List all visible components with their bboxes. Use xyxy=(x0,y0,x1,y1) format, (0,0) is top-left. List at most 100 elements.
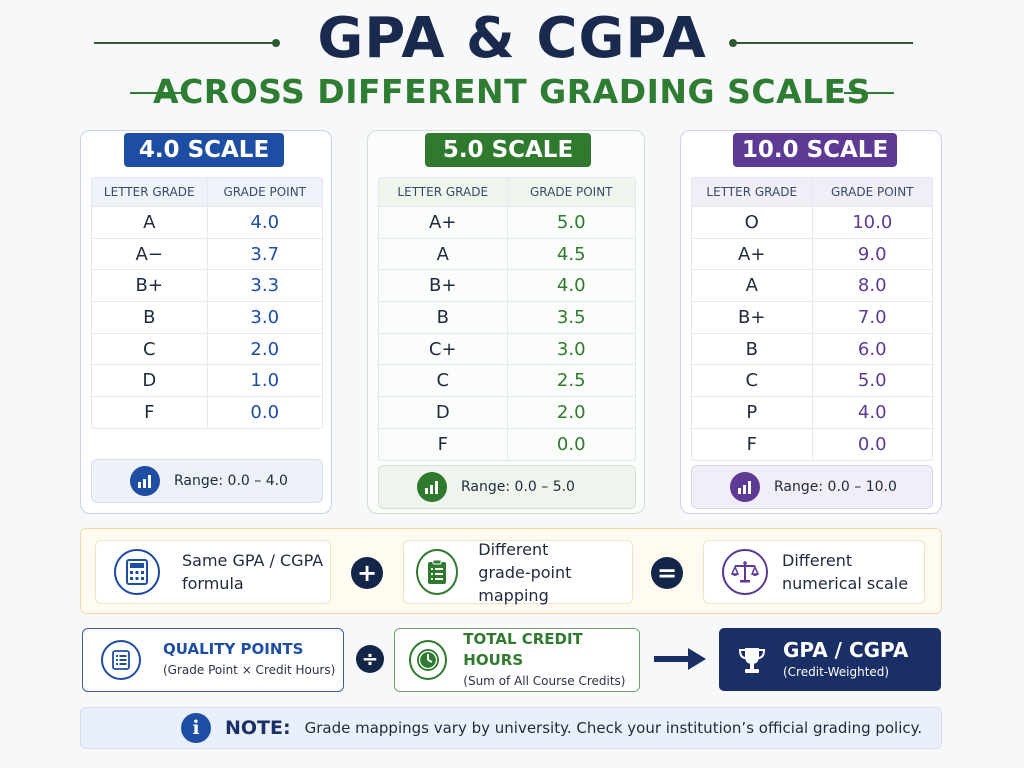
point-cell: 5.0 xyxy=(556,212,586,233)
table-row: F 0.0 xyxy=(692,427,932,460)
clipboard-list-icon xyxy=(416,549,459,595)
calculator-icon xyxy=(114,549,160,595)
table-row: A 4.5 xyxy=(379,237,635,270)
letter-cell: B+ xyxy=(92,270,208,302)
title-left-dot xyxy=(272,39,280,47)
note-label: NOTE: xyxy=(225,717,291,739)
table-row: A+ 5.0 xyxy=(379,206,635,238)
point-cell: 8.0 xyxy=(857,275,887,297)
grade-table: LETTER GRADE GRADE POINT A+ 5.0 A 4.5 B+ 4.… xyxy=(378,177,636,461)
formula-text: Different numerical scale xyxy=(782,551,909,593)
table-row: D 2.0 xyxy=(379,396,635,428)
subtitle-left-line xyxy=(130,92,184,94)
letter-cell: A xyxy=(379,238,508,270)
note-text: Grade mappings vary by university. Check… xyxy=(304,719,923,737)
letter-cell: C xyxy=(379,365,508,397)
table-row: F 0.0 xyxy=(92,396,322,428)
point-cell: 7.0 xyxy=(857,307,887,329)
table-row: A 8.0 xyxy=(692,269,932,302)
formula-text: Different grade-point mapping xyxy=(478,539,572,605)
scale-badge: 10.0 SCALE xyxy=(733,133,897,167)
formula-text: Same GPA / CGPA formula xyxy=(182,551,324,593)
table-row: D 1.0 xyxy=(92,364,322,397)
table-row: A 4.0 xyxy=(92,206,322,238)
trophy-icon xyxy=(737,645,767,675)
page-title: GPA & CGPA xyxy=(317,6,707,71)
plus-operator: + xyxy=(351,557,383,589)
col-point-header: GRADE POINT xyxy=(223,185,307,199)
clock-icon xyxy=(409,640,448,680)
letter-cell: C xyxy=(92,333,208,365)
table-header: LETTER GRADE GRADE POINT xyxy=(379,178,635,206)
point-cell: 1.0 xyxy=(250,370,280,392)
point-cell: 3.0 xyxy=(250,307,280,329)
title-right-dot xyxy=(729,39,737,47)
table-row: F 0.0 xyxy=(379,427,635,460)
letter-cell: C xyxy=(692,365,813,397)
letter-cell: B+ xyxy=(692,302,813,333)
quality-points-text: QUALITY POINTS (Grade Point × Credit Hou… xyxy=(163,640,336,677)
formula-panel: Same GPA / CGPA formula + Different grad… xyxy=(80,528,942,614)
range-text: Range: 0.0 – 5.0 xyxy=(461,479,575,495)
letter-cell: A xyxy=(692,270,813,302)
table-row: C 5.0 xyxy=(692,364,932,397)
total-credit-text: TOTAL CREDIT HOURS (Sum of All Course Cr… xyxy=(463,629,626,688)
table-row: C 2.0 xyxy=(92,332,322,365)
range-text: Range: 0.0 – 4.0 xyxy=(174,473,288,489)
note-banner: i NOTE: Grade mappings vary by universit… xyxy=(80,707,942,749)
divide-operator: ÷ xyxy=(356,645,384,673)
point-cell: 4.5 xyxy=(556,243,586,265)
letter-cell: C+ xyxy=(379,333,508,365)
point-cell: 0.0 xyxy=(250,402,280,424)
point-cell: 2.0 xyxy=(556,402,586,424)
point-cell: 2.5 xyxy=(556,370,586,392)
range-box: Range: 0.0 – 5.0 xyxy=(378,465,636,509)
point-cell: 9.0 xyxy=(857,243,887,265)
scale-card-10: 10.0 SCALE LETTER GRADE GRADE POINT O 10.… xyxy=(680,130,942,514)
scale-card-5: 5.0 SCALE LETTER GRADE GRADE POINT A+ 5.0… xyxy=(367,130,645,514)
point-cell: 3.3 xyxy=(250,275,280,297)
table-row: B 3.5 xyxy=(379,301,635,333)
gpa-result-box: GPA / CGPA (Credit-Weighted) xyxy=(719,628,941,691)
point-cell: 3.0 xyxy=(556,338,586,360)
point-cell: 4.0 xyxy=(250,212,280,233)
table-header: LETTER GRADE GRADE POINT xyxy=(692,178,932,206)
formula-item-mapping: Different grade-point mapping xyxy=(403,539,633,605)
table-row: B+ 7.0 xyxy=(692,301,932,333)
table-row: B 3.0 xyxy=(92,301,322,333)
table-row: B+ 3.3 xyxy=(92,269,322,302)
letter-cell: F xyxy=(92,397,208,428)
col-letter-header: LETTER GRADE xyxy=(379,178,508,206)
point-cell: 10.0 xyxy=(852,212,893,233)
point-cell: 6.0 xyxy=(857,338,887,360)
point-cell: 5.0 xyxy=(857,370,887,392)
point-cell: 3.5 xyxy=(556,307,586,329)
list-document-icon xyxy=(101,640,141,680)
letter-cell: B xyxy=(692,333,813,365)
range-box: Range: 0.0 – 10.0 xyxy=(691,465,933,509)
balance-scale-icon xyxy=(722,549,768,595)
letter-cell: O xyxy=(692,207,813,238)
table-row: C+ 3.0 xyxy=(379,332,635,365)
letter-cell: D xyxy=(92,365,208,397)
point-cell: 4.0 xyxy=(556,275,586,297)
table-row: O 10.0 xyxy=(692,206,932,238)
letter-cell: A+ xyxy=(379,207,508,238)
title-right-line xyxy=(733,42,913,44)
point-cell: 0.0 xyxy=(857,433,887,455)
grade-table: LETTER GRADE GRADE POINT A 4.0 A− 3.7 B+ 3.… xyxy=(91,177,323,429)
subtitle-right-line xyxy=(844,92,894,94)
equals-operator: = xyxy=(651,557,683,589)
quality-points-box: QUALITY POINTS (Grade Point × Credit Hou… xyxy=(82,628,344,692)
letter-cell: F xyxy=(379,428,508,460)
letter-cell: A xyxy=(92,207,208,238)
table-row: A− 3.7 xyxy=(92,237,322,270)
formula-item-same: Same GPA / CGPA formula xyxy=(95,540,331,604)
table-row: C 2.5 xyxy=(379,364,635,397)
info-icon: i xyxy=(181,713,211,743)
col-letter-header: LETTER GRADE xyxy=(92,178,208,206)
col-letter-header: LETTER GRADE xyxy=(692,178,813,206)
title-left-line xyxy=(94,42,276,44)
letter-cell: A− xyxy=(92,238,208,270)
scale-card-4: 4.0 SCALE LETTER GRADE GRADE POINT A 4.0 … xyxy=(80,130,332,514)
